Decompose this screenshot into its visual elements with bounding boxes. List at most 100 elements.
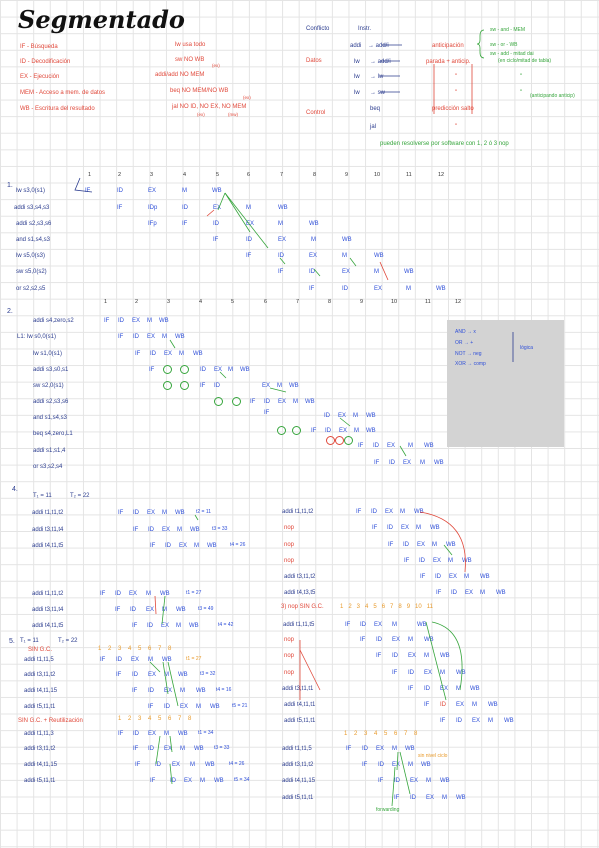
brace-note-2: sw - or - WB — [490, 42, 518, 48]
ex2-instr-8: beq s4,zero,L1 — [33, 431, 73, 437]
ex5-a2-if: IF — [116, 672, 122, 678]
ex4-rb2-id: ID — [376, 637, 382, 643]
ex5-b2-if: IF — [133, 746, 139, 752]
ex5-c2-id: ID — [378, 762, 384, 768]
ex1-r5-ex: EX — [309, 253, 318, 259]
ex4-number: 4. — [12, 486, 18, 493]
ex5-b1-wb: WB — [178, 731, 188, 737]
ex5-a3-ex: EX — [164, 688, 173, 694]
ex5-a1-ex: EX — [131, 657, 140, 663]
ex1-r1-mem: M — [182, 188, 187, 194]
ex4-ra3-mem: M — [432, 542, 437, 548]
usage-note-beq: (ex) — [243, 95, 251, 100]
ex4-rb4-id: ID — [408, 670, 414, 676]
ex5-c4-ex: EX — [426, 795, 435, 801]
ex2-r1-mem: M — [147, 318, 152, 324]
ex5-number: 5. — [9, 638, 15, 645]
ex2-r8-wb: WB — [366, 428, 376, 434]
ex4-a2-id: ID — [148, 527, 154, 533]
ex4-b2-if: IF — [115, 607, 121, 613]
ex4-ra3-id: ID — [403, 542, 409, 548]
ex4-rb-cycle-1: 1 2 3 4 5 6 7 8 9 10 11 — [340, 604, 433, 610]
ex4-rb-nop-1: nop — [284, 637, 295, 643]
ex4-ra1-wb: WB — [414, 509, 424, 515]
ex5-b4-id: ID — [170, 778, 176, 784]
ex4-b1-mem: M — [146, 591, 151, 597]
ex4-ra5-wb: WB — [480, 574, 490, 580]
ex5-c2-ex: EX — [392, 762, 401, 768]
ex1-r5-if: IF — [246, 253, 252, 259]
ex4-nop-1: nop — [284, 525, 295, 531]
ex5-b-label: SIN G.C. + Reutilización — [18, 718, 83, 724]
ex5-a4-note: t5 = 21 — [232, 703, 248, 709]
ex5-a1-mem: M — [148, 657, 153, 663]
right-note-3: " — [520, 90, 523, 96]
ex2-r9-wb: WB — [424, 443, 434, 449]
ex4-rb4-mem: M — [440, 670, 445, 676]
ex5-t2: T₂ = 22 — [58, 638, 78, 644]
conflicts-header-2: Instr. — [358, 26, 372, 32]
ex4-ra4-mem: M — [448, 558, 453, 564]
ex1-cycle-1: 1 — [88, 172, 92, 178]
ex1-r1-if: IF — [85, 188, 91, 194]
ex5-a-instr-4: addi t5,t1,t1 — [24, 704, 56, 710]
ex2-instr-9: addi s1,s1,4 — [33, 448, 66, 454]
ex2-r5-if: IF — [200, 383, 206, 389]
ex1-r6-wb: WB — [404, 269, 414, 275]
ex5-a-instr-1: addi t1,t1,5 — [24, 657, 54, 663]
ex5-c-note: sin nivel ciclo — [418, 753, 448, 759]
ex4-b3-if: IF — [132, 623, 138, 629]
ex1-r3-if: IF — [182, 221, 188, 227]
conflict-row-3-c: " — [455, 74, 458, 80]
ex4-ra4-ex: EX — [433, 558, 442, 564]
ex4-rb3-if: IF — [376, 653, 382, 659]
ex5-c1-if: IF — [346, 746, 352, 752]
ex1-r2-idp: IDp — [148, 205, 158, 211]
ex2-r3-wb: WB — [193, 351, 203, 357]
ex4-b1-ex: EX — [129, 591, 138, 597]
conflicts-footer: pueden resolverse por software con 1, 2 … — [380, 141, 509, 147]
ex4-rb-instr-4: addi t5,t1,t1 — [284, 718, 316, 724]
ex5-b-instr-2: addi t3,t1,t2 — [24, 746, 56, 752]
ex4-right-instr-1: addi t1,t1,t2 — [282, 509, 314, 515]
logic-note-4: XOR → comp — [455, 361, 486, 367]
ex4-rb5-ex: EX — [440, 686, 449, 692]
ex2-flush-1 — [326, 436, 335, 445]
ex4-ra4-id: ID — [419, 558, 425, 564]
ex2-r8-ex: EX — [339, 428, 348, 434]
conflict-row-6-c: " — [455, 124, 458, 130]
ex4-a1-note: t2 = 11 — [196, 509, 212, 515]
ex5-c1-wb: WB — [405, 746, 415, 752]
ex4-ra6-id: ID — [451, 590, 457, 596]
usage-note-sw: (ex) — [212, 63, 220, 68]
ex2-instr-3: lw s1,0(s1) — [33, 351, 63, 357]
ex2-instr-1: addi s4,zero,s2 — [33, 318, 74, 324]
ex2-r8-id: ID — [325, 428, 331, 434]
ex2-cycle-6: 6 — [264, 299, 268, 305]
conflict-row-2-c: parada + anticip. — [426, 59, 471, 65]
ex2-instr-10: or s3,s2,s4 — [33, 464, 63, 470]
ex5-b4-mem: M — [200, 778, 205, 784]
ex2-instr-7: and s1,s4,s3 — [33, 415, 68, 421]
ex1-r6-ex: EX — [342, 269, 351, 275]
ex2-cycle-7: 7 — [296, 299, 300, 305]
ex5-b4-ex: EX — [184, 778, 193, 784]
ex4-rb6-id: ID — [440, 702, 446, 708]
ex2-stall-2 — [180, 365, 189, 374]
ex5-a4-id: ID — [164, 704, 170, 710]
ex4-rb6-wb: WB — [488, 702, 498, 708]
ex5-b-instr-1: addi t1,t1,3 — [24, 731, 54, 737]
ex5-b4-wb: WB — [214, 778, 224, 784]
ex4-rb5-if: IF — [408, 686, 414, 692]
ex1-r3-wb: WB — [309, 221, 319, 227]
ex2-instr-6: addi s2,s3,s6 — [33, 399, 69, 405]
conflict-row-5-a: beq — [370, 106, 381, 112]
ex5-c2-if: IF — [362, 762, 368, 768]
ex5-a2-ex: EX — [148, 672, 157, 678]
ex4-b3-id: ID — [147, 623, 153, 629]
ex4-b3-wb: WB — [189, 623, 199, 629]
ex4-rb-nop-3: nop — [284, 670, 295, 676]
ex4-b3-note: t4 = 42 — [218, 622, 234, 628]
ex1-r1-wb: WB — [212, 188, 222, 194]
ex2-r6-mem: M — [293, 399, 298, 405]
